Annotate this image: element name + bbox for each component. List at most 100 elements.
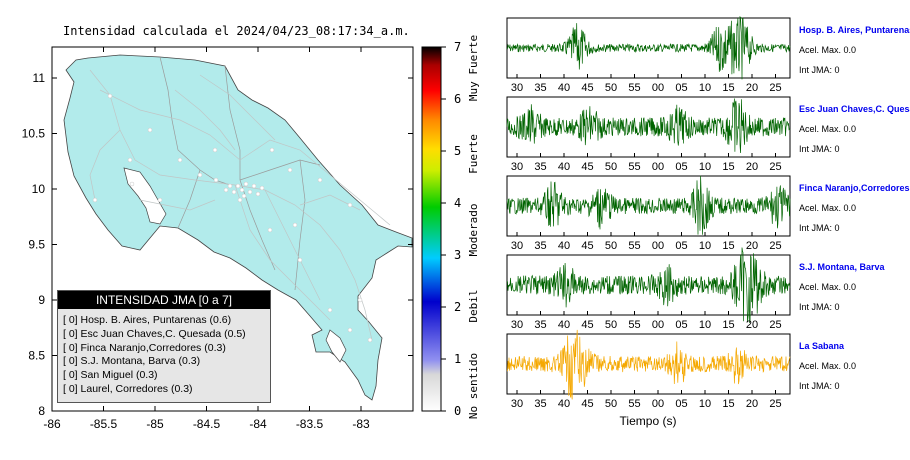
waveform-int-jma: Int JMA: 0 [799, 65, 840, 75]
colorbar-intensity-label: Muy Fuerte [467, 35, 480, 101]
waveform-trace [506, 247, 791, 323]
map-x-tick-label: -84 [249, 417, 267, 431]
waveform-tick-label: 50 [605, 82, 617, 94]
waveform-acel-max: Acel. Max. 0.0 [799, 203, 856, 213]
golfo-dulce [325, 329, 347, 363]
waveform-tick-label: 10 [699, 398, 711, 410]
waveform-int-jma: Int JMA: 0 [799, 302, 840, 312]
waveform-trace [506, 98, 791, 154]
map-title: Intensidad calculada el 2024/04/23_08:17… [63, 24, 410, 38]
waveform-station-name: Esc Juan Chaves,C. Quesada [799, 104, 910, 114]
legend-station-item: [ 0] San Miguel (0.3) [63, 369, 158, 382]
legend-station-item: [ 0] S.J. Montana, Barva (0.3) [63, 355, 201, 368]
jma-colorbar [421, 46, 442, 412]
waveform-tick-label: 20 [746, 161, 758, 173]
waveform-tick-label: 25 [769, 398, 781, 410]
waveform-tick-label: 10 [699, 82, 711, 94]
waveform-tick-label: 50 [605, 319, 617, 331]
map-x-tick-label: -86 [43, 417, 61, 431]
colorbar-labels: No sentido Debil Moderado Fuerte Muy Fuerte [467, 35, 480, 419]
map-y-tick-label: 10.5 [22, 127, 46, 141]
waveform-tick-label: 50 [605, 240, 617, 252]
legend-title: INTENSIDAD JMA [0 a 7] [58, 291, 270, 309]
waveform-tick-label: 05 [675, 319, 687, 331]
waveform-tick-label: 45 [581, 82, 593, 94]
map-x-tick-label: -83 [352, 417, 370, 431]
colorbar-tick-label: 7 [454, 40, 461, 54]
map-y-tick-label: 9 [38, 293, 45, 307]
waveform-tick-label: 35 [534, 398, 546, 410]
legend-station-item: [ 0] Hosp. B. Aires, Puntarenas (0.6) [63, 314, 232, 326]
waveform-tick-label: 05 [675, 240, 687, 252]
waveform-int-jma: Int JMA: 0 [799, 144, 840, 154]
waveform-acel-max: Acel. Max. 0.0 [799, 282, 856, 292]
waveform-tick-label: 20 [746, 319, 758, 331]
waveform-panel: 30 35 40 45 50 55 00 05 10 15 20 25 Esc Juan Chaves,… [506, 96, 910, 173]
map-x-tick-label: -84.5 [193, 417, 221, 431]
waveform-tick-label: 30 [511, 161, 523, 173]
map-y-tick-label: 10 [32, 182, 46, 196]
waveform-tick-label: 30 [511, 82, 523, 94]
waveform-tick-label: 40 [558, 240, 570, 252]
legend-station-item: [ 0] Laurel, Corredores (0.3) [63, 382, 193, 395]
waveform-acel-max: Acel. Max. 0.0 [799, 124, 856, 134]
waveform-tick-label: 35 [534, 82, 546, 94]
waveform-tick-label: 15 [722, 82, 734, 94]
colorbar-intensity-label: Debil [467, 289, 480, 322]
waveform-tick-label: 25 [769, 82, 781, 94]
waveform-int-jma: Int JMA: 0 [799, 223, 840, 233]
waveform-tick-label: 55 [628, 240, 640, 252]
map-x-tick-label: -85.5 [90, 417, 118, 431]
waveform-tick-label: 40 [558, 161, 570, 173]
station-markers [92, 93, 373, 343]
waveform-trace [506, 15, 791, 80]
waveform-tick-label: 00 [652, 82, 664, 94]
waveform-panel: 30 35 40 45 50 55 00 05 10 15 20 25 Finca Naranjo,Co… [506, 175, 910, 252]
colorbar-intensity-label: Fuerte [467, 134, 480, 174]
waveform-tick-label: 10 [699, 240, 711, 252]
waveform-tick-label: 45 [581, 240, 593, 252]
costa-rica-landmass [63, 54, 413, 401]
waveform-tick-label: 50 [605, 161, 617, 173]
waveform-tick-label: 00 [652, 398, 664, 410]
waveform-panel: 30 35 40 45 50 55 00 05 10 15 20 25 S.J. Montana, Ba… [506, 247, 886, 331]
waveform-tick-label: 05 [675, 161, 687, 173]
colorbar-tick-label: 2 [454, 300, 461, 314]
waveform-tick-label: 40 [558, 319, 570, 331]
waveform-station-name: Finca Naranjo,Corredores [799, 183, 910, 193]
waveform-tick-label: 45 [581, 319, 593, 331]
waveform-tick-label: 35 [534, 319, 546, 331]
legend-station-list: [ 0] Hosp. B. Aires, Puntarenas (0.6) [ 0… [58, 309, 270, 397]
waveform-tick-label: 00 [652, 161, 664, 173]
intensity-legend: INTENSIDAD JMA [0 a 7] [ 0] Hosp. B. Air… [57, 290, 271, 403]
waveform-tick-label: 25 [769, 161, 781, 173]
colorbar-ticks: 0 1 2 3 4 5 6 7 [441, 40, 461, 418]
waveform-station-name: La Sabana [799, 341, 845, 351]
waveform-tick-label: 55 [628, 398, 640, 410]
map-frame [51, 46, 414, 412]
map-x-tick-label: -85 [146, 417, 164, 431]
road-network [89, 69, 391, 341]
waveform-tick-label: 00 [652, 319, 664, 331]
map-y-tick-label: 8 [38, 404, 45, 418]
waveform-tick-label: 50 [605, 398, 617, 410]
waveform-tick-label: 20 [746, 240, 758, 252]
waveform-tick-label: 15 [722, 161, 734, 173]
waveform-tick-label: 00 [652, 240, 664, 252]
colorbar-tick-label: 4 [454, 196, 461, 210]
waveform-tick-label: 45 [581, 161, 593, 173]
waveform-tick-label: 35 [534, 161, 546, 173]
waveform-acel-max: Acel. Max. 0.0 [799, 45, 856, 55]
waveform-tick-label: 30 [511, 240, 523, 252]
colorbar-tick-label: 6 [454, 92, 461, 106]
waveform-tick-label: 45 [581, 398, 593, 410]
waveform-panel: 30 35 40 45 50 55 00 05 10 15 20 25 Hosp. B. Aires, … [506, 15, 910, 94]
map-x-axis: -86 -85.5 -85 -84.5 -84 -83.5 -83 [43, 47, 370, 431]
waveform-station-name: Hosp. B. Aires, Puntarenas [799, 25, 910, 35]
waveform-tick-label: 15 [722, 319, 734, 331]
waveform-tick-label: 40 [558, 82, 570, 94]
waveform-tick-label: 30 [511, 319, 523, 331]
map-y-tick-label: 9.5 [28, 238, 45, 252]
colorbar-tick-label: 0 [454, 404, 461, 418]
